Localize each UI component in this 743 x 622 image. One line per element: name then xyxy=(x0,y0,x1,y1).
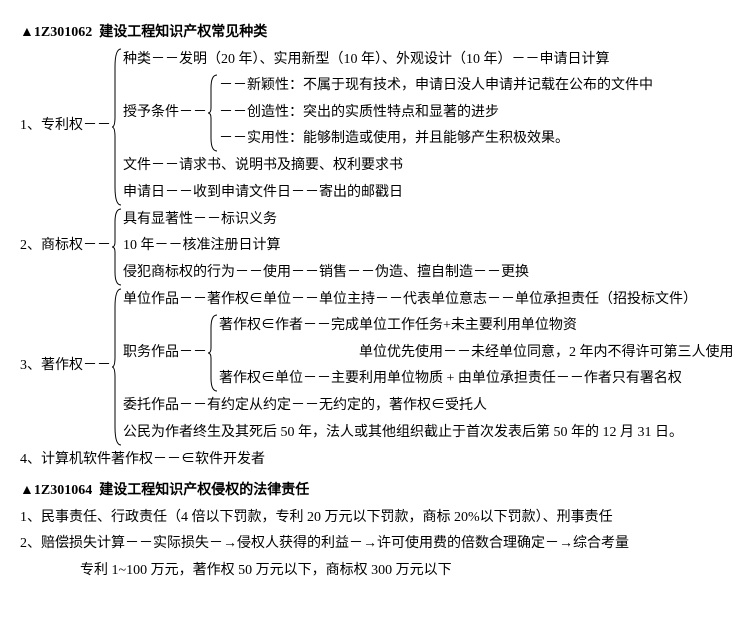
item-1-line-3: 文件－－请求书、说明书及摘要、权利要求书 xyxy=(123,153,723,180)
item-2-line-2: 10 年－－核准注册日计算 xyxy=(123,233,723,260)
item-5-liability: 1、民事责任、行政责任（4 倍以下罚款，专利 20 万元以下罚款，商标 20%以… xyxy=(20,505,723,532)
item-1-line-1: 种类－－发明（20 年）、实用新型（10 年）、外观设计（10 年）－－申请日计… xyxy=(123,47,723,74)
item-2-prefix: 2、商标权－－ xyxy=(20,207,111,287)
brace-icon xyxy=(207,313,219,393)
item-1-patent: 1、专利权－－ 种类－－发明（20 年）、实用新型（10 年）、外观设计（10 … xyxy=(20,47,723,207)
item-3-work-product: 职务作品－－ 著作权∈作者－－完成单位工作任务+未主要利用单位物资 单位优先使用… xyxy=(123,313,723,393)
work-product-line-1: 著作权∈作者－－完成单位工作任务+未主要利用单位物资 xyxy=(219,313,734,340)
section-title: 建设工程知识产权常见种类 xyxy=(99,25,267,40)
item-3-line-4: 公民为作者终生及其死后 50 年，法人或其他组织截止于首次发表后第 50 年的 … xyxy=(123,420,723,447)
brace-icon xyxy=(111,47,123,207)
section-heading-2: ▲1Z301064 建设工程知识产权侵权的法律责任 xyxy=(20,478,723,505)
condition-creativity: －－创造性：突出的实质性特点和显著的进步 xyxy=(219,100,723,127)
item-6-line-2: 专利 1~100 万元，著作权 50 万元以下，商标权 300 万元以下 xyxy=(80,558,723,585)
section-code: ▲1Z301062 xyxy=(20,25,92,40)
item-2-trademark: 2、商标权－－ 具有显著性－－标识义务 10 年－－核准注册日计算 侵犯商标权的… xyxy=(20,207,723,287)
work-product-line-2: 单位优先使用－－未经单位同意，2 年内不得许可第三人使用 xyxy=(359,340,734,367)
conditions-prefix: 授予条件－－ xyxy=(123,73,207,153)
item-1-conditions: 授予条件－－ －－新颖性：不属于现有技术，申请日没人申请并记载在公布的文件中 －… xyxy=(123,73,723,153)
item-3-line-3: 委托作品－－有约定从约定－－无约定的，著作权∈受托人 xyxy=(123,393,723,420)
item-3-copyright: 3、著作权－－ 单位作品－－著作权∈单位－－单位主持－－代表单位意志－－单位承担… xyxy=(20,287,723,447)
section-title-2: 建设工程知识产权侵权的法律责任 xyxy=(99,483,309,498)
item-4-software: 4、计算机软件著作权－－∈软件开发者 xyxy=(20,447,723,474)
condition-novelty: －－新颖性：不属于现有技术，申请日没人申请并记载在公布的文件中 xyxy=(219,73,723,100)
brace-icon xyxy=(207,73,219,153)
item-1-line-4: 申请日－－收到申请文件日－－寄出的邮戳日 xyxy=(123,180,723,207)
item-2-line-1: 具有显著性－－标识义务 xyxy=(123,207,723,234)
item-6-line-1: 2、赔偿损失计算－－实际损失－→侵权人获得的利益－→许可使用费的倍数合理确定－→… xyxy=(20,531,723,558)
brace-icon xyxy=(111,287,123,447)
item-3-prefix: 3、著作权－－ xyxy=(20,287,111,447)
section-heading-1: ▲1Z301062 建设工程知识产权常见种类 xyxy=(20,20,723,47)
item-1-prefix: 1、专利权－－ xyxy=(20,47,111,207)
work-product-prefix: 职务作品－－ xyxy=(123,313,207,393)
work-product-line-3: 著作权∈单位－－主要利用单位物质 + 由单位承担责任－－作者只有署名权 xyxy=(219,366,734,393)
condition-utility: －－实用性：能够制造或使用，并且能够产生积极效果。 xyxy=(219,126,723,153)
brace-icon xyxy=(111,207,123,287)
item-2-line-3: 侵犯商标权的行为－－使用－－销售－－伪造、擅自制造－－更换 xyxy=(123,260,723,287)
item-3-line-1: 单位作品－－著作权∈单位－－单位主持－－代表单位意志－－单位承担责任（招投标文件… xyxy=(123,287,723,314)
section-code-2: ▲1Z301064 xyxy=(20,483,92,498)
